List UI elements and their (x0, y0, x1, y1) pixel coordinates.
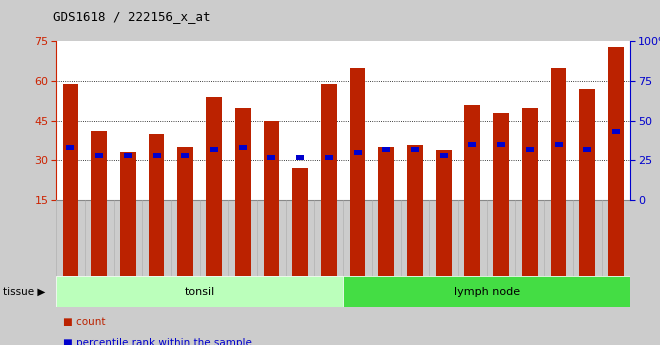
Bar (235, 108, 251, 200)
Text: GSM51377: GSM51377 (525, 204, 535, 245)
Bar (63, 84, 79, 200)
Bar (178, 147, 193, 200)
Text: GSM51376: GSM51376 (496, 204, 506, 245)
Bar (382, 147, 390, 152)
Bar (579, 200, 595, 276)
Bar (178, 200, 193, 276)
Bar (321, 84, 337, 200)
Text: tissue ▶: tissue ▶ (3, 287, 46, 296)
Bar (411, 147, 419, 152)
Bar (440, 153, 447, 158)
Bar (124, 153, 132, 158)
Bar (350, 68, 366, 200)
Bar (120, 152, 136, 200)
Text: ■ percentile rank within the sample: ■ percentile rank within the sample (63, 338, 251, 345)
Text: GSM51383: GSM51383 (123, 204, 133, 245)
Bar (465, 105, 480, 200)
Bar (91, 200, 107, 276)
Text: GSM51387: GSM51387 (238, 204, 248, 245)
Text: GSM51388: GSM51388 (267, 204, 276, 245)
Text: GSM51379: GSM51379 (583, 204, 592, 245)
Bar (526, 147, 534, 152)
Text: GSM51374: GSM51374 (439, 204, 448, 245)
Bar (608, 47, 624, 200)
Text: GSM51380: GSM51380 (611, 204, 620, 245)
Bar (292, 168, 308, 200)
Bar (493, 200, 509, 276)
Text: GDS1618 / 222156_x_at: GDS1618 / 222156_x_at (53, 10, 211, 23)
Bar (497, 142, 505, 147)
Text: lymph node: lymph node (453, 287, 520, 296)
Bar (239, 145, 247, 150)
Bar (354, 150, 362, 155)
Bar (550, 200, 566, 276)
Bar (263, 200, 279, 276)
Bar (579, 89, 595, 200)
Text: GSM51372: GSM51372 (381, 204, 391, 245)
Text: GSM51384: GSM51384 (152, 204, 161, 245)
Text: GSM51378: GSM51378 (554, 204, 563, 245)
Bar (267, 155, 275, 160)
Bar (583, 147, 591, 152)
Text: GSM51390: GSM51390 (324, 204, 333, 245)
Bar (436, 200, 451, 276)
Bar (608, 200, 624, 276)
Bar (148, 134, 164, 200)
Bar (378, 200, 394, 276)
Bar (522, 200, 538, 276)
Bar (469, 142, 477, 147)
Bar (343, 276, 630, 307)
Text: GSM51371: GSM51371 (353, 204, 362, 245)
Bar (56, 276, 343, 307)
Bar (152, 153, 160, 158)
Bar (493, 113, 509, 200)
Text: GSM51389: GSM51389 (296, 204, 305, 245)
Bar (550, 68, 566, 200)
Bar (235, 200, 251, 276)
Text: GSM51381: GSM51381 (66, 204, 75, 245)
Bar (148, 200, 164, 276)
Bar (182, 153, 189, 158)
Bar (554, 142, 562, 147)
Bar (436, 150, 451, 200)
Bar (378, 147, 394, 200)
Text: tonsil: tonsil (185, 287, 214, 296)
Bar (206, 200, 222, 276)
Bar (91, 131, 107, 200)
Text: GSM51385: GSM51385 (181, 204, 190, 245)
Bar (296, 155, 304, 160)
Text: ■ count: ■ count (63, 317, 105, 327)
Bar (350, 200, 366, 276)
Bar (465, 200, 480, 276)
Bar (292, 200, 308, 276)
Bar (325, 155, 333, 160)
Bar (206, 97, 222, 200)
Bar (210, 147, 218, 152)
Bar (263, 121, 279, 200)
Bar (407, 145, 423, 200)
Bar (321, 200, 337, 276)
Bar (95, 153, 103, 158)
Bar (67, 145, 75, 150)
Bar (522, 108, 538, 200)
Bar (407, 200, 423, 276)
Bar (612, 129, 620, 134)
Text: GSM51386: GSM51386 (209, 204, 218, 245)
Bar (120, 200, 136, 276)
Text: GSM51373: GSM51373 (411, 204, 420, 245)
Text: GSM51375: GSM51375 (468, 204, 477, 245)
Bar (63, 200, 79, 276)
Text: GSM51382: GSM51382 (94, 204, 104, 245)
